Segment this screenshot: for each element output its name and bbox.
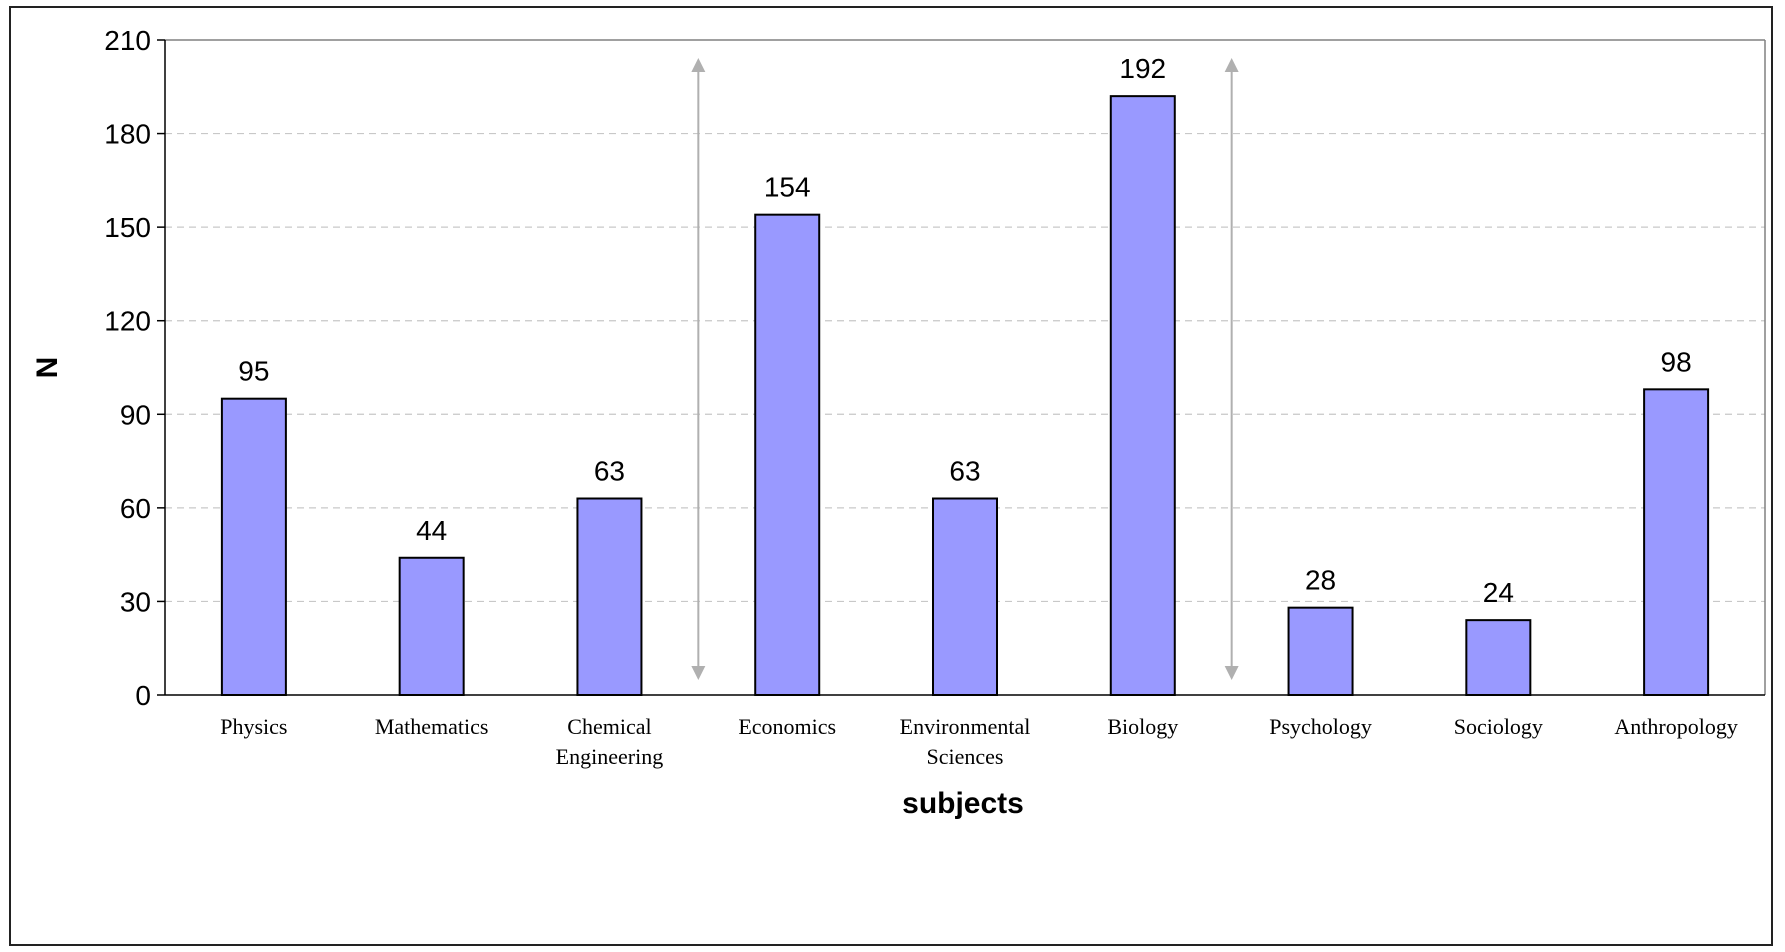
- grid-lines: [165, 132, 1765, 603]
- y-tick-label: 90: [120, 399, 151, 430]
- separator-arrowhead-down: [691, 666, 706, 680]
- bar-chart: 0 30 60 90 120 150 180 210 95 Physics 44 Mathematic…: [31, 25, 1766, 820]
- bar: [220, 397, 287, 696]
- y-tick-label: 60: [120, 493, 151, 524]
- y-tick-label: 30: [120, 586, 151, 617]
- y-tick-label: 150: [104, 212, 151, 243]
- chart-frame: 0 30 60 90 120 150 180 210 95 Physics 44 Mathematic…: [9, 6, 1773, 946]
- x-category-label: Psychology: [1269, 714, 1372, 739]
- separator-arrows: [691, 58, 1239, 680]
- labels: 0 30 60 90 120 150 180 210 95 Physics 44 Mathematic…: [104, 25, 1738, 769]
- data-label: 44: [416, 515, 447, 546]
- data-label: 95: [238, 356, 269, 387]
- bar: [1643, 388, 1710, 696]
- y-tick-label: 180: [104, 119, 151, 150]
- bar: [1109, 95, 1176, 696]
- axes: [157, 39, 1766, 696]
- y-tick-label: 0: [135, 680, 151, 711]
- separator-arrowhead-up: [1224, 58, 1239, 72]
- x-category-label: Sciences: [927, 744, 1004, 769]
- x-category-label: Economics: [738, 714, 836, 739]
- y-tick-label: 120: [104, 306, 151, 337]
- x-category-label: Engineering: [556, 744, 664, 769]
- x-category-label: Anthropology: [1614, 714, 1737, 739]
- x-axis-title: subjects: [902, 787, 1024, 820]
- x-category-label: Physics: [220, 714, 287, 739]
- bar: [1465, 619, 1532, 697]
- y-tick-label: 210: [104, 25, 151, 56]
- bar: [576, 497, 643, 696]
- x-category-label: Mathematics: [375, 714, 489, 739]
- data-label: 98: [1661, 346, 1692, 377]
- bar: [932, 497, 998, 696]
- x-category-label: Biology: [1107, 714, 1178, 739]
- data-label: 28: [1305, 565, 1336, 596]
- data-label: 24: [1483, 577, 1514, 608]
- x-category-label: Sociology: [1454, 714, 1543, 739]
- separator-arrowhead-down: [1224, 666, 1239, 680]
- bar: [398, 556, 465, 696]
- separator-arrowhead-up: [691, 58, 706, 72]
- data-label: 63: [594, 456, 625, 487]
- data-label: 192: [1119, 53, 1166, 84]
- y-axis-title: N: [31, 357, 64, 379]
- bar: [1287, 606, 1354, 697]
- x-category-label: Chemical: [567, 714, 651, 739]
- data-label: 154: [764, 172, 811, 203]
- data-label: 63: [949, 456, 980, 487]
- bar: [754, 213, 821, 697]
- x-category-label: Environmental: [900, 714, 1031, 739]
